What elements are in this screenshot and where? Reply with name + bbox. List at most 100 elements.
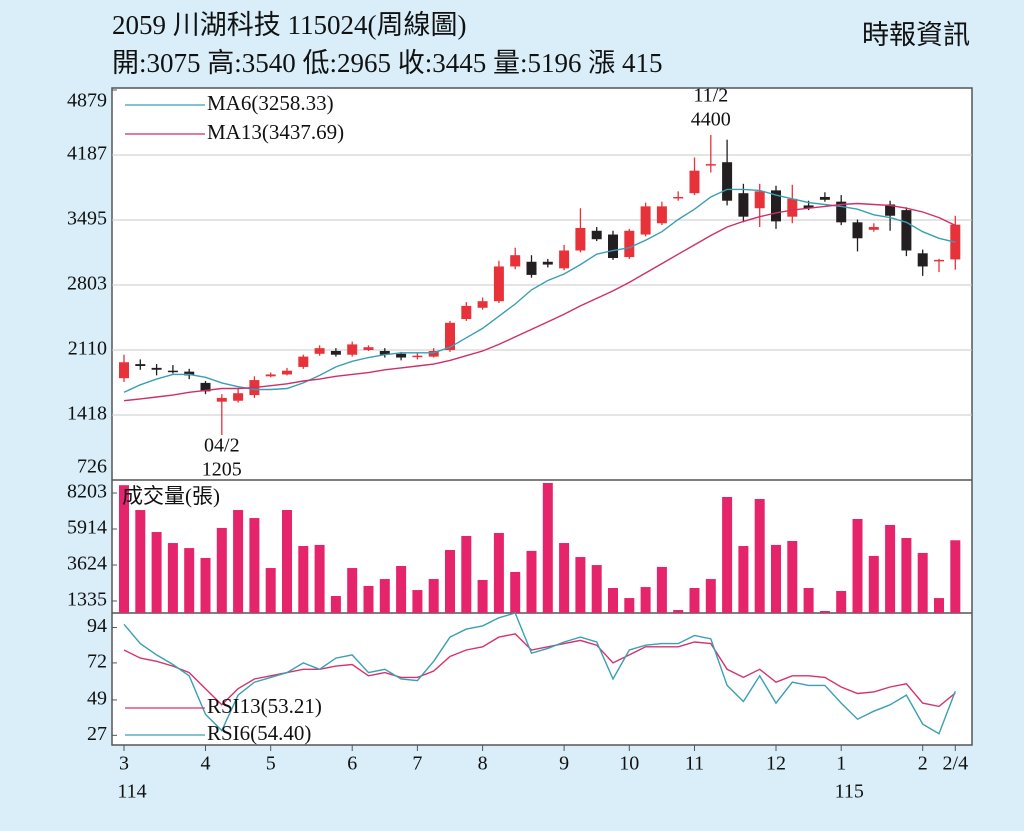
candle-body: [722, 162, 733, 201]
volume-bar: [363, 585, 374, 613]
volume-bar: [119, 485, 129, 613]
annotation-date: 04/2: [204, 435, 240, 457]
x-tick-label: 1: [836, 753, 846, 775]
volume-bar: [803, 588, 814, 613]
volume-bar: [151, 532, 162, 613]
y-tick-label: 8203: [67, 481, 107, 503]
volume-bar: [852, 518, 863, 613]
annotation-date: 11/2: [693, 85, 728, 107]
y-tick-label: 3624: [67, 553, 107, 575]
volume-bar: [347, 568, 358, 613]
candle-body: [184, 371, 195, 376]
volume-bar: [135, 510, 146, 613]
candle-body: [689, 170, 700, 194]
volume-bar: [233, 510, 244, 613]
annotation-value: 4400: [691, 109, 731, 131]
panel-title: 成交量(張): [122, 484, 220, 508]
source: 時報資訊: [862, 20, 970, 50]
y-tick-label: 5914: [67, 517, 107, 539]
x-tick-label: 10: [619, 753, 639, 775]
candle-body: [885, 204, 896, 216]
candle-body: [624, 230, 635, 258]
candle-body: [314, 348, 325, 354]
candle-body: [656, 206, 667, 224]
y-tick-label: 49: [87, 688, 107, 710]
x-year-label: 114: [117, 781, 146, 803]
x-tick-label: 9: [559, 753, 569, 775]
candle-body: [803, 205, 814, 209]
y-tick-label: 2803: [67, 273, 107, 295]
candle-body: [608, 234, 618, 259]
ma-line: [123, 188, 956, 393]
volume-bar: [216, 527, 227, 613]
candle-body: [836, 201, 847, 223]
volume-bar: [379, 579, 390, 613]
volume-bar: [526, 550, 537, 613]
candle-body: [330, 350, 341, 355]
volume-bar: [950, 540, 961, 613]
candle-body: [493, 266, 504, 302]
rsi-line: [123, 612, 956, 735]
candle-body: [396, 353, 407, 358]
candle-body: [705, 164, 716, 166]
candle-body: [738, 193, 749, 217]
volume-bar: [640, 587, 651, 613]
candle-body: [298, 356, 309, 367]
volume-bar: [705, 579, 716, 613]
x-year-label: 115: [835, 781, 864, 803]
candle-body: [852, 222, 863, 239]
y-tick-label: 4187: [67, 143, 107, 165]
volume-bar: [885, 524, 896, 613]
volume-bar: [510, 571, 521, 613]
candle-body: [445, 322, 455, 351]
x-tick-label: 5: [266, 753, 276, 775]
volume-bar: [591, 565, 602, 613]
chart-title: 2059 川湖科技 115024(周線圖): [112, 10, 466, 40]
candle-body: [542, 261, 553, 265]
plot-frame: [111, 87, 973, 746]
y-tick-label: 94: [87, 615, 107, 637]
volume-bar: [542, 482, 553, 613]
volume-bar: [298, 546, 309, 613]
x-tick-label: 2/4: [943, 753, 969, 775]
candle-body: [771, 190, 781, 222]
candle-body: [575, 227, 586, 251]
volume-bar: [167, 543, 178, 613]
candle-body: [379, 350, 390, 355]
candle-body: [559, 250, 570, 269]
candle-body: [216, 397, 227, 402]
candle-body: [200, 382, 211, 392]
ma-line: [123, 202, 956, 402]
volume-bar: [901, 538, 912, 613]
candle-body: [917, 253, 928, 267]
legend-label: RSI6(54.40): [207, 721, 311, 745]
volume-bar: [868, 555, 879, 613]
candle-body: [461, 305, 472, 320]
candle-body: [428, 350, 439, 357]
volume-bar: [412, 590, 423, 613]
candle-body: [510, 255, 521, 267]
candle-body: [526, 261, 537, 275]
y-tick-label: 726: [77, 456, 107, 478]
volume-bar: [738, 546, 749, 613]
x-tick-label: 2: [918, 753, 928, 775]
volume-bar: [836, 590, 847, 613]
volume-bar: [656, 566, 667, 613]
candle-body: [135, 364, 146, 366]
y-tick-label: 27: [87, 723, 107, 745]
candle-body: [412, 355, 423, 358]
y-tick-label: 3495: [67, 208, 107, 230]
candle-body: [151, 367, 162, 370]
y-tick-label: 4879: [67, 90, 107, 112]
candle-body: [347, 344, 358, 355]
candle-body: [868, 227, 879, 230]
candle-body: [787, 198, 798, 217]
candle-body: [167, 370, 178, 373]
volume-bar: [722, 496, 733, 613]
legend-label: RSI13(53.21): [207, 694, 322, 718]
candle-body: [119, 362, 129, 379]
y-tick-label: 1418: [67, 403, 107, 425]
rsi-line: [123, 633, 956, 708]
volume-bar: [754, 499, 765, 613]
